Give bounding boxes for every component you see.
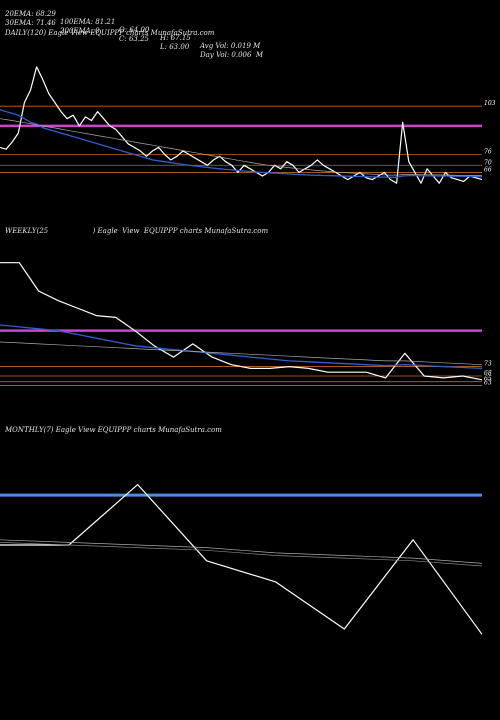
daily-level-label-1: 76	[484, 149, 492, 156]
stat-avg-vol: Avg Vol: 0.019 M	[200, 42, 261, 50]
weekly-series-price	[0, 262, 483, 381]
weekly-level-label-2: 65	[484, 376, 492, 383]
stat-30ema: 30EMA: 71.46	[5, 19, 56, 27]
weekly-panel-title: WEEKLY(25 ) Eagle View EQUIPPP charts Mu…	[5, 227, 269, 235]
weekly-level-label-1: 68	[484, 370, 492, 377]
daily-level-label-0: 103	[484, 100, 496, 107]
stat-20ema: 20EMA: 68.29	[5, 10, 56, 18]
daily-panel-title: DAILY(120) Eagle View EQUIPPP charts Mun…	[5, 29, 215, 37]
weekly-series-ema_gray	[0, 341, 483, 366]
daily-level-label-2: 70	[484, 159, 492, 166]
weekly-series-ema_blue	[0, 324, 483, 370]
daily-series-price	[0, 66, 483, 184]
stat-low: L: 63.00	[160, 43, 190, 51]
stats-row-2: 30EMA: 71.46 200EMA: 0 C: 63.25 L: 63.00…	[5, 11, 263, 59]
daily-series-ema_blue	[0, 109, 483, 178]
monthly-series-ema_gray_1	[0, 539, 483, 564]
stats-row-1: 20EMA: 68.29 100EMA: 81.21 O: 64.00 H: 6…	[5, 2, 260, 50]
weekly-level-label-0: 73	[484, 361, 492, 368]
stat-day-vol: Day Vol: 0.006 M	[200, 51, 264, 59]
monthly-series-price	[0, 484, 483, 635]
monthly-panel-title: MONTHLY(7) Eagle View EQUIPPP charts Mun…	[5, 426, 222, 434]
weekly-level-label-3: 63	[484, 379, 492, 386]
monthly-series-ema_gray_2	[0, 542, 483, 567]
stat-100ema: 100EMA: 81.21	[60, 18, 116, 26]
daily-level-label-3: 66	[484, 166, 492, 173]
stat-high: H: 67.15	[160, 34, 191, 42]
stat-close: C: 63.25	[119, 35, 149, 43]
stat-200ema: 200EMA: 0	[60, 27, 100, 35]
daily-series-ema_gray	[0, 118, 483, 176]
stat-open: O: 64.00	[119, 26, 150, 34]
